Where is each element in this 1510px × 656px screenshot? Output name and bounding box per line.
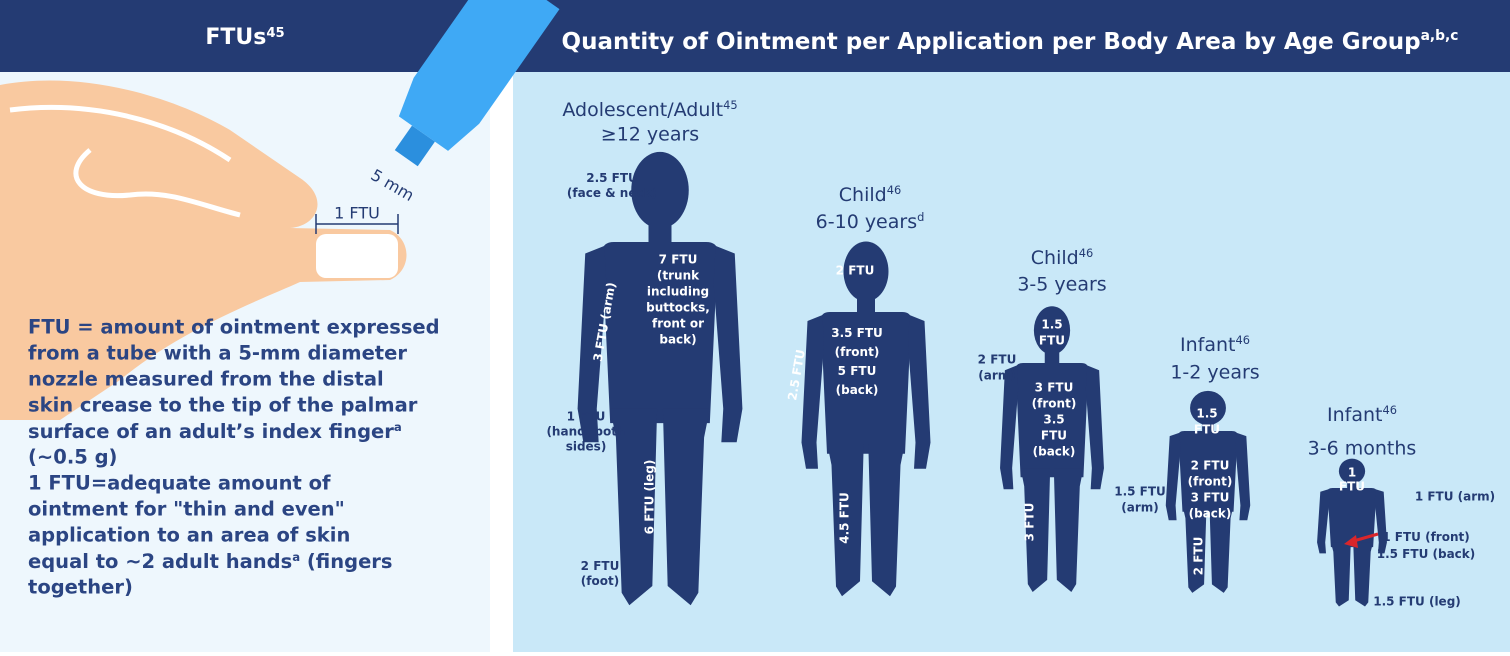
body-area-label-line: 3.5 FTU	[831, 326, 883, 340]
note-line: ointment for "thin and even"	[28, 498, 345, 521]
group-heading-line: 6-10 yearsd	[816, 210, 925, 232]
body-area-label-line: 1.5 FTU	[1114, 485, 1166, 499]
superscript: 46	[1235, 333, 1250, 347]
body-area-label-line: 2 FTU	[978, 353, 1017, 367]
body-area-label-line: 1 FTU (arm)	[1415, 490, 1495, 504]
body-area-label-line: (front)	[1188, 475, 1233, 489]
body-area-label-line: 1.5	[1041, 318, 1062, 332]
infographic: FTUs45Quantity of Ointment per Applicati…	[0, 0, 1510, 652]
note-line: equal to ~2 adult handsa (fingers	[28, 550, 393, 573]
group-heading-line: 1-2 years	[1170, 362, 1259, 384]
body-area-label-line: 6 FTU (leg)	[643, 460, 657, 535]
body-area-label: 4.5 FTU	[838, 492, 852, 544]
body-area-label-line: (hand, both	[546, 425, 625, 439]
body-area-label: 1 FTU (arm)	[1415, 490, 1495, 504]
definition-line: skin crease to the tip of the palmar	[28, 394, 418, 417]
definition-line-part: surface of an adult’s index finger	[28, 420, 394, 443]
right-title: Quantity of Ointment per Application per…	[562, 28, 1459, 54]
neck	[1045, 349, 1060, 366]
note-line: 1 FTU=adequate amount of	[28, 472, 331, 495]
superscript: a	[394, 420, 402, 434]
body-area-label-line: 1 FTU (front)	[1382, 530, 1469, 544]
group-heading-line-part: Child	[839, 184, 887, 206]
group-heading-line: Adolescent/Adult45	[562, 98, 737, 120]
neck	[857, 294, 875, 315]
note-line: together)	[28, 576, 133, 599]
group-heading-line: ≥12 years	[601, 124, 699, 146]
group-heading-line-part: Infant	[1180, 334, 1235, 356]
note-line: application to an area of skin	[28, 524, 350, 547]
note-line-part: equal to ~2 adult hands	[28, 550, 292, 573]
body-area-label-line: 1.5	[1196, 407, 1217, 421]
group-heading-line-part: Infant	[1327, 404, 1382, 426]
definition-line: nozzle measured from the distal	[28, 368, 384, 391]
definition-line: from a tube with a 5-mm diameter	[28, 342, 407, 365]
superscript: 46	[1382, 403, 1397, 417]
body-area-label: 2 FTU	[1192, 537, 1206, 576]
body-area-label-line: (back)	[1189, 507, 1232, 521]
superscript: 45	[266, 26, 284, 41]
body-area-label-line: 2 FTU	[581, 559, 620, 573]
body-area-label-line: 2 FTU	[1192, 537, 1206, 576]
superscript: 46	[1079, 246, 1094, 260]
ointment	[316, 234, 398, 278]
superscript: 46	[887, 183, 902, 197]
body-area-label-line: 1.5 FTU (leg)	[1373, 595, 1461, 609]
body-area-label-line: 2.5 FTU	[586, 171, 638, 185]
left-title-part: FTUs	[205, 25, 266, 50]
body-area-label: 2 FTU(foot)	[581, 559, 620, 588]
body-area-label-line: FTU	[1194, 423, 1220, 437]
neck	[649, 219, 672, 246]
body-area-label: 6 FTU (leg)	[643, 460, 657, 535]
group-heading-line-part: Adolescent/Adult	[562, 99, 723, 121]
body-area-label-line: 2 FTU	[1191, 459, 1230, 473]
body-area-label-line: back)	[659, 333, 696, 347]
body-area-label-line: 3 FTU	[1035, 381, 1074, 395]
body-area-label-line: (arm)	[1121, 501, 1159, 515]
body-area-label-line: (foot)	[581, 574, 619, 588]
body-area-label-line: 1	[1348, 466, 1356, 480]
body-area-label-line: 3 FTU	[1191, 491, 1230, 505]
group-heading-line: 3-6 months	[1308, 438, 1417, 460]
right-title-part: Quantity of Ointment per Application per…	[562, 29, 1421, 55]
group-heading-line-part: Child	[1031, 247, 1079, 269]
definition-line: surface of an adult’s index fingera	[28, 420, 402, 443]
body-area-label: 3 FTU	[1023, 503, 1037, 542]
body-area-label-line: (arm)	[978, 369, 1016, 383]
body-area-label-line: (front)	[1032, 397, 1077, 411]
group-heading-line-part: 6-10 years	[816, 211, 917, 233]
body-area-label: 1.5 FTU (leg)	[1373, 595, 1461, 609]
body-area-label-line: FTU	[1041, 429, 1067, 443]
body-area-label-line: 7 FTU	[659, 253, 698, 267]
body-area-label-line: 5 FTU	[838, 364, 877, 378]
body-area-label-line: front or	[652, 317, 704, 331]
body-area-label-line: 4.5 FTU	[838, 492, 852, 544]
body-area-label-line: (trunk	[657, 269, 700, 283]
note-line-part: (fingers	[300, 550, 392, 573]
body-area-label: 2 FTU	[836, 264, 875, 278]
superscript: a	[292, 550, 300, 564]
group-heading-line: 3-5 years	[1017, 274, 1106, 296]
body-area-label-line: 3 FTU	[1023, 503, 1037, 542]
body-area-label-line: 1.5 FTU (back)	[1377, 547, 1476, 561]
body-area-label-line: sides)	[566, 440, 607, 454]
body-area-label-line: 1 FTU	[567, 410, 606, 424]
superscript: a,b,c	[1421, 28, 1459, 44]
body-area-label-line: FTU	[1039, 334, 1065, 348]
body-area-label-line: (back)	[836, 383, 879, 397]
body-area-label-line: 3.5	[1043, 413, 1064, 427]
definition-line: FTU = amount of ointment expressed	[28, 316, 440, 339]
length-label: 1 FTU	[334, 204, 380, 223]
body-area-label-line: (face & neck)	[567, 186, 657, 200]
definition-line: (~0.5 g)	[28, 446, 117, 469]
superscript: 45	[723, 98, 738, 112]
body-area-label-line: 2 FTU	[836, 264, 875, 278]
superscript: d	[917, 210, 924, 224]
body-area-label-line: (front)	[835, 345, 880, 359]
body-area-label-line: including	[647, 285, 709, 299]
body-area-label-line: buttocks,	[646, 301, 710, 315]
body-area-label-line: (back)	[1033, 445, 1076, 459]
body-area-label-line: FTU	[1339, 480, 1365, 494]
